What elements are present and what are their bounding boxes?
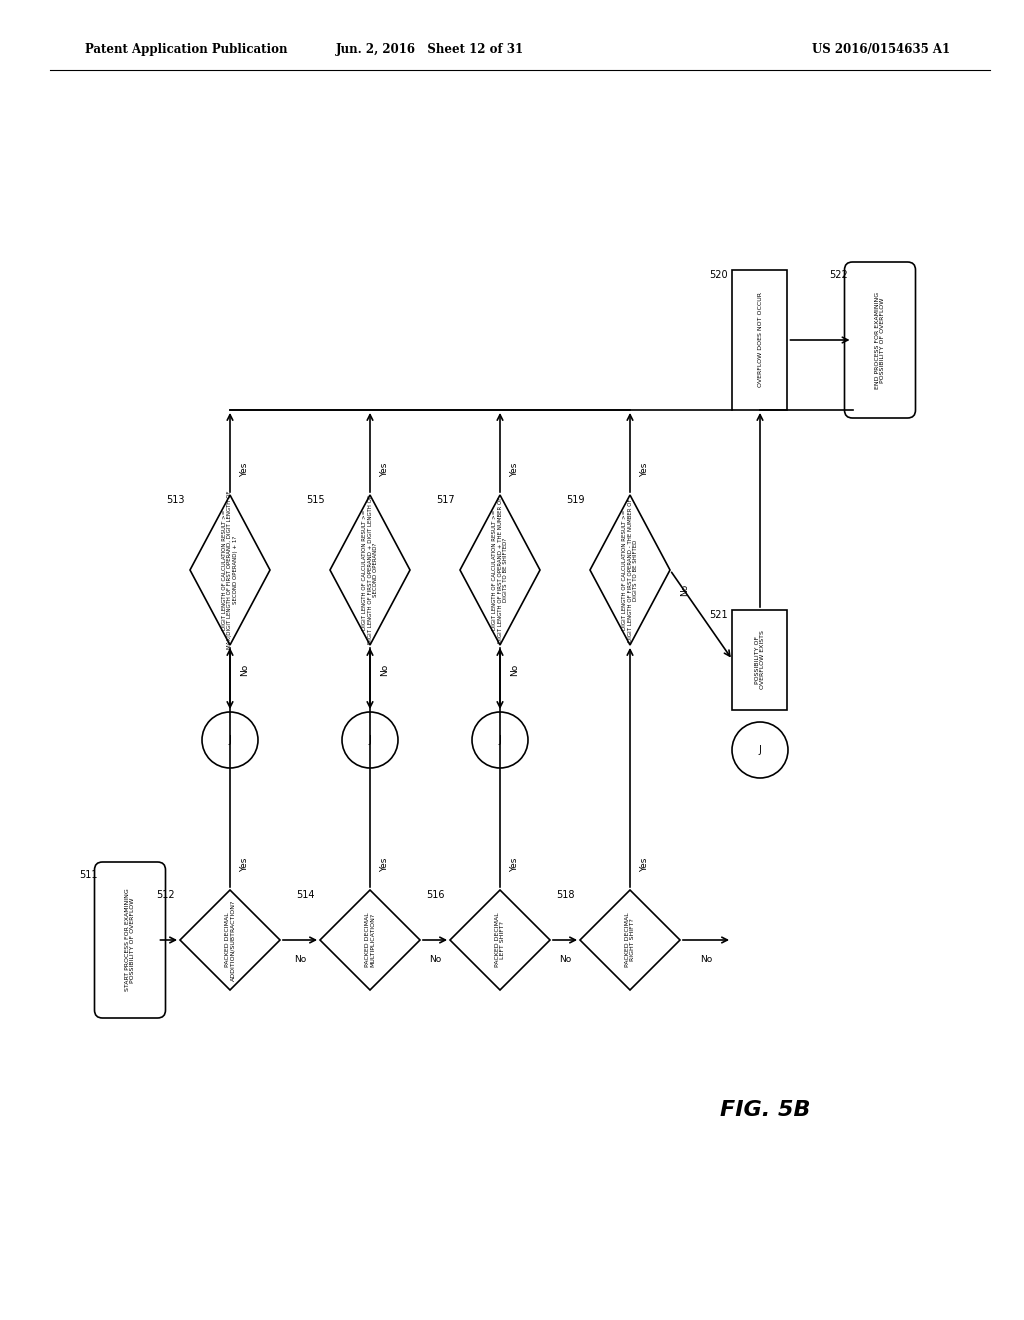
Text: PACKED DECIMAL
LEFT SHIFT?: PACKED DECIMAL LEFT SHIFT? <box>495 912 506 968</box>
Text: No: No <box>241 664 250 676</box>
Text: 517: 517 <box>436 495 455 506</box>
Text: J: J <box>499 735 502 744</box>
Text: OVERFLOW DOES NOT OCCUR: OVERFLOW DOES NOT OCCUR <box>758 293 763 388</box>
Text: No: No <box>511 664 519 676</box>
Text: 511: 511 <box>79 870 97 880</box>
Text: No: No <box>681 583 689 597</box>
Text: 521: 521 <box>709 610 727 620</box>
Text: Yes: Yes <box>241 858 250 873</box>
Text: DIGIT LENGTH OF CALCULATION RESULT >=
MAX(DIGIT LENGTH OF FIRST OPERAND, DIGIT L: DIGIT LENGTH OF CALCULATION RESULT >= MA… <box>222 491 239 649</box>
Text: DIGIT LENGTH OF CALCULATION RESULT >=
DIGIT LENGTH OF FIRST OPERAND - THE NUMBER: DIGIT LENGTH OF CALCULATION RESULT >= DI… <box>622 498 638 642</box>
Text: POSSIBILITY OF
OVERFLOW EXISTS: POSSIBILITY OF OVERFLOW EXISTS <box>755 631 765 689</box>
Text: Patent Application Publication: Patent Application Publication <box>85 44 288 57</box>
Text: No: No <box>381 664 389 676</box>
Text: No: No <box>429 956 441 965</box>
Text: 512: 512 <box>157 890 175 900</box>
Text: Yes: Yes <box>511 463 519 478</box>
Text: START PROCESS FOR EXAMINING
POSSIBILITY OF OVERFLOW: START PROCESS FOR EXAMINING POSSIBILITY … <box>125 888 135 991</box>
Text: FIG. 5B: FIG. 5B <box>720 1100 811 1119</box>
Text: PACKED DECIMAL
MULTIPLICATION?: PACKED DECIMAL MULTIPLICATION? <box>365 912 376 968</box>
Text: DIGIT LENGTH OF CALCULATION RESULT >=
DIGIT LENGTH OF FIRST OPERAND + DIGIT LENG: DIGIT LENGTH OF CALCULATION RESULT >= DI… <box>361 495 378 644</box>
Text: PACKED DECIMAL
RIGHT SHIFT?: PACKED DECIMAL RIGHT SHIFT? <box>625 912 636 968</box>
Text: J: J <box>369 735 372 744</box>
Text: US 2016/0154635 A1: US 2016/0154635 A1 <box>812 44 950 57</box>
Text: 515: 515 <box>306 495 325 506</box>
Text: 513: 513 <box>167 495 185 506</box>
Text: J: J <box>228 735 231 744</box>
Text: 516: 516 <box>427 890 445 900</box>
Text: Jun. 2, 2016   Sheet 12 of 31: Jun. 2, 2016 Sheet 12 of 31 <box>336 44 524 57</box>
Text: 514: 514 <box>297 890 315 900</box>
Text: No: No <box>699 956 712 965</box>
Text: 520: 520 <box>709 271 727 280</box>
Text: 519: 519 <box>566 495 585 506</box>
Text: No: No <box>294 956 306 965</box>
Text: DIGIT LENGTH OF CALCULATION RESULT >=
DIGIT LENGTH OF FIRST OPERAND + THE NUMBER: DIGIT LENGTH OF CALCULATION RESULT >= DI… <box>492 496 508 643</box>
Text: Yes: Yes <box>511 858 519 873</box>
Text: END PROCESS FOR EXAMINING
POSSIBILITY OF OVERFLOW: END PROCESS FOR EXAMINING POSSIBILITY OF… <box>874 292 886 388</box>
Text: Yes: Yes <box>381 858 389 873</box>
Text: PACKED DECIMAL
ADDITION/SUBTRACTION?: PACKED DECIMAL ADDITION/SUBTRACTION? <box>224 899 236 981</box>
Text: Yes: Yes <box>640 858 649 873</box>
Bar <box>732 610 787 710</box>
Text: Yes: Yes <box>381 463 389 478</box>
Text: 518: 518 <box>556 890 575 900</box>
Bar <box>732 271 787 411</box>
Text: No: No <box>559 956 571 965</box>
Text: Yes: Yes <box>241 463 250 478</box>
Text: Yes: Yes <box>640 463 649 478</box>
Text: J: J <box>759 744 762 755</box>
Text: 522: 522 <box>828 271 848 280</box>
